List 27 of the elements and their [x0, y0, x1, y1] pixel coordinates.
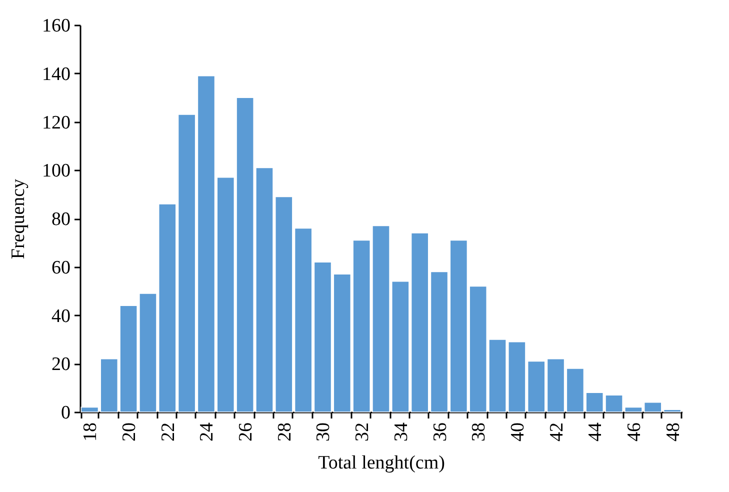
- y-tick-label: 0: [61, 402, 70, 424]
- y-tick-label: 120: [42, 112, 70, 134]
- x-tick-label: 20: [119, 422, 140, 442]
- x-tick-label: 22: [158, 422, 179, 442]
- x-tick-label: 38: [468, 422, 490, 442]
- x-tick-label: 32: [352, 422, 374, 442]
- y-tick-label: 100: [42, 160, 70, 182]
- x-tick-label: 24: [196, 422, 218, 442]
- y-tick-label: 140: [42, 64, 70, 85]
- y-tick-label: 20: [52, 354, 70, 376]
- x-tick-label: 48: [662, 422, 684, 442]
- x-axis-title: Total lenght(cm): [318, 452, 445, 474]
- x-tick-label: 42: [546, 422, 568, 442]
- x-tick-label: 26: [236, 422, 257, 442]
- x-tick-label: 46: [624, 422, 645, 442]
- x-tick-label: 30: [313, 422, 334, 442]
- x-tick-label: 28: [274, 422, 296, 442]
- x-tick-label: 18: [80, 422, 102, 442]
- x-tick-label: 40: [507, 422, 528, 442]
- y-tick-label: 60: [52, 257, 70, 278]
- x-tick-label: 34: [390, 422, 412, 442]
- y-tick-label: 40: [52, 306, 70, 327]
- x-tick-label: 44: [585, 422, 606, 442]
- x-tick-label: 36: [430, 422, 451, 442]
- y-tick-label: 160: [42, 16, 70, 36]
- y-axis-title: Frequency: [8, 178, 29, 260]
- y-tick-label: 80: [52, 209, 70, 230]
